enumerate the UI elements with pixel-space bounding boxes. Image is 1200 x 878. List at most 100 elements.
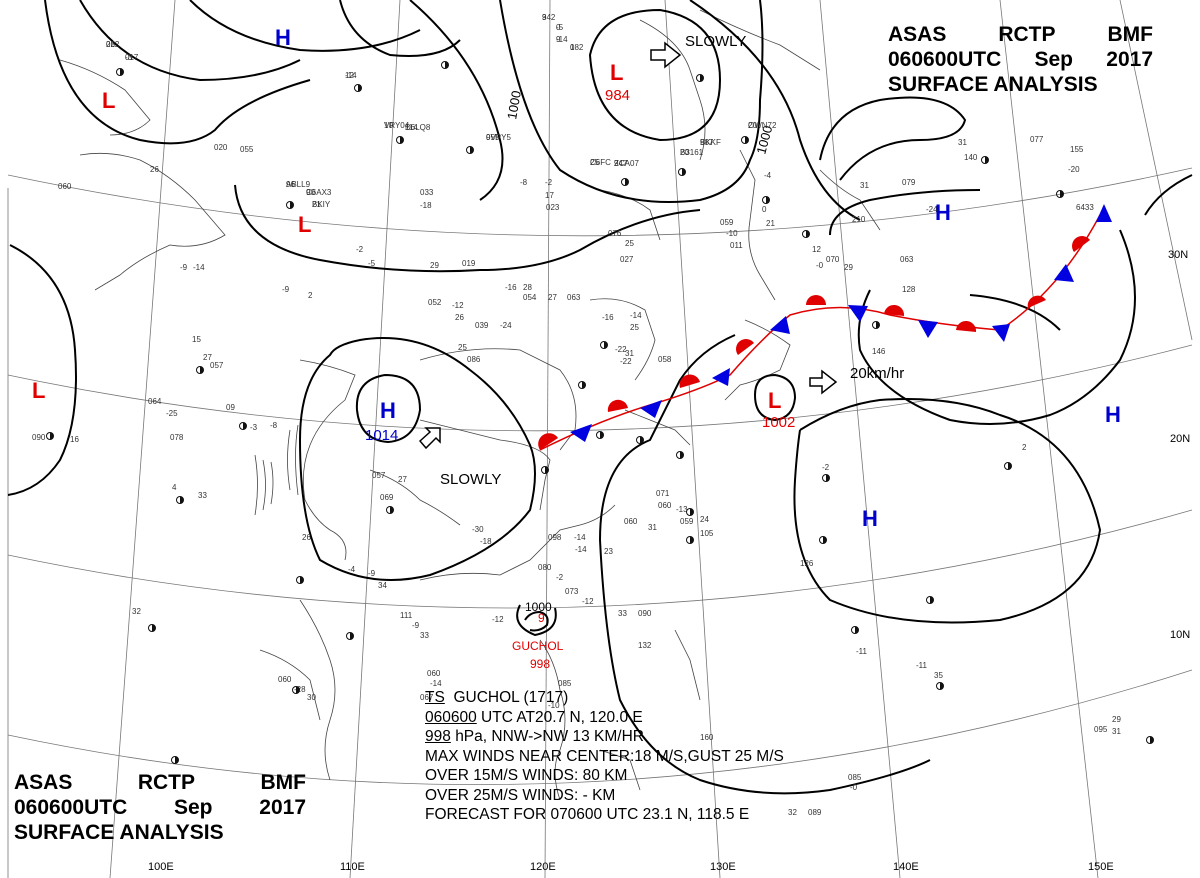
station-report: 33 — [618, 609, 627, 618]
latitude-labels: 30N 20N 10N — [1168, 249, 1190, 641]
station-report: 155 — [1070, 145, 1084, 154]
station-report: 26 — [150, 165, 159, 174]
station-report: 0 — [762, 205, 767, 214]
center-type: L — [610, 60, 623, 85]
station-report: 30 — [307, 693, 316, 702]
station-cloud-icon — [296, 686, 300, 694]
station-report: 082 — [570, 43, 584, 52]
header-agency: ASAS — [888, 23, 947, 46]
station-report: -2 — [822, 463, 830, 472]
station-report: -9 — [180, 263, 188, 272]
station-cloud-icon — [690, 508, 694, 516]
station-cloud-icon — [445, 61, 449, 69]
station-report: 095 — [1094, 725, 1108, 734]
station-report: -4 — [348, 565, 356, 574]
station-report: -24 — [500, 321, 512, 330]
station-report: 26 — [455, 313, 464, 322]
lat-label-20n: 20N — [1170, 433, 1190, 445]
station-report: -14 — [574, 533, 586, 542]
longitude-labels: 100E 110E 120E 130E 140E 150E — [148, 861, 1114, 873]
station-report: 09 — [226, 403, 235, 412]
isobars — [7, 0, 1193, 795]
station-report: -2 — [556, 573, 564, 582]
station-report: 140 — [964, 153, 978, 162]
isobar-label-1000-b: 1000 — [753, 124, 775, 156]
bulletin-time: 060600 — [425, 708, 477, 726]
station-report: 054 — [523, 293, 537, 302]
header-month: Sep — [174, 796, 213, 819]
station-report: -16 — [505, 283, 517, 292]
station-report: 12 — [812, 245, 821, 254]
station-report: -28 — [294, 685, 306, 694]
station-report: 077 — [1030, 135, 1044, 144]
station-report: 31 — [958, 138, 967, 147]
header-title: SURFACE ANALYSIS — [14, 821, 224, 844]
station-report: -16 — [602, 313, 614, 322]
station-cloud-icon — [1150, 736, 1154, 744]
lat-label-10n: 10N — [1170, 629, 1190, 641]
station-report: 085 — [848, 773, 862, 782]
station-report: 060 — [427, 669, 441, 678]
header-office: BMF — [260, 771, 307, 794]
station-report: BKKF — [700, 138, 721, 147]
station-report: 073 — [565, 587, 579, 596]
lon-label-140e: 140E — [893, 861, 919, 873]
station-report: 32 — [132, 607, 141, 616]
station-cloud-icon — [940, 682, 944, 690]
station-report: -11 — [916, 661, 928, 670]
bulletin-pressure: 998 — [425, 728, 451, 745]
station-report: BKIY — [312, 200, 331, 209]
station-report: -20 — [1068, 165, 1080, 174]
station-report: 090 — [638, 609, 652, 618]
pressure-center: H — [935, 200, 951, 225]
station-report: 098 — [548, 533, 562, 542]
station-cloud-icon — [1060, 190, 1064, 198]
station-report: C6FC — [590, 158, 611, 167]
storm-name: GUCHOL — [512, 639, 564, 653]
station-report: 146 — [872, 347, 886, 356]
station-report: -0 — [816, 261, 824, 270]
center-type: H — [862, 506, 878, 531]
header-time: 060600UTC — [888, 48, 1002, 71]
station-report: 060 — [658, 501, 672, 510]
station-report: 96 — [286, 180, 295, 189]
station-report: -3 — [125, 53, 133, 62]
header-office: BMF — [1107, 23, 1154, 46]
station-report: -14 — [575, 545, 587, 554]
station-report: 29 — [430, 261, 439, 270]
header-time: 060600UTC — [14, 796, 128, 819]
station-report: 20 — [748, 121, 757, 130]
station-report: 4 — [172, 483, 177, 492]
pressure-center: L — [32, 378, 45, 403]
station-report: 9VPY5 — [486, 133, 511, 142]
station-cloud-icon — [582, 381, 586, 389]
station-report: 27 — [548, 293, 557, 302]
station-report: -4 — [764, 171, 772, 180]
station-report: 060 — [624, 517, 638, 526]
center-value: 1002 — [762, 414, 795, 431]
station-report: 079 — [902, 178, 916, 187]
bulletin-line-6: OVER 25M/S WINDS: - KM — [425, 786, 616, 804]
bulletin-line-5: OVER 15M/S WINDS: 80 KM — [425, 767, 628, 784]
station-cloud-icon — [604, 341, 608, 349]
bulletin-line-4: MAX WINDS NEAR CENTER:18 M/S,GUST 25 M/S — [425, 747, 784, 765]
center-type: L — [32, 378, 45, 403]
station-cloud-icon — [855, 626, 859, 634]
station-report: 25 — [458, 343, 467, 352]
station-report: 023 — [546, 203, 560, 212]
station-report: 21 — [312, 200, 321, 209]
station-report: 16 — [70, 435, 79, 444]
station-report: 25 — [590, 158, 599, 167]
station-cloud-icon — [390, 506, 394, 514]
storm-bulletin: TS GUCHOL (1717) 060600 UTC AT20.7 N, 12… — [425, 688, 784, 825]
station-cloud-icon — [700, 74, 704, 82]
station-report: 067 — [420, 693, 434, 702]
station-cloud-icon — [766, 196, 770, 204]
station-report: 062 — [106, 40, 120, 49]
station-report: 063 — [900, 255, 914, 264]
header-title: SURFACE ANALYSIS — [888, 73, 1098, 96]
pressure-center: L — [102, 88, 115, 113]
center-type: H — [1105, 402, 1121, 427]
